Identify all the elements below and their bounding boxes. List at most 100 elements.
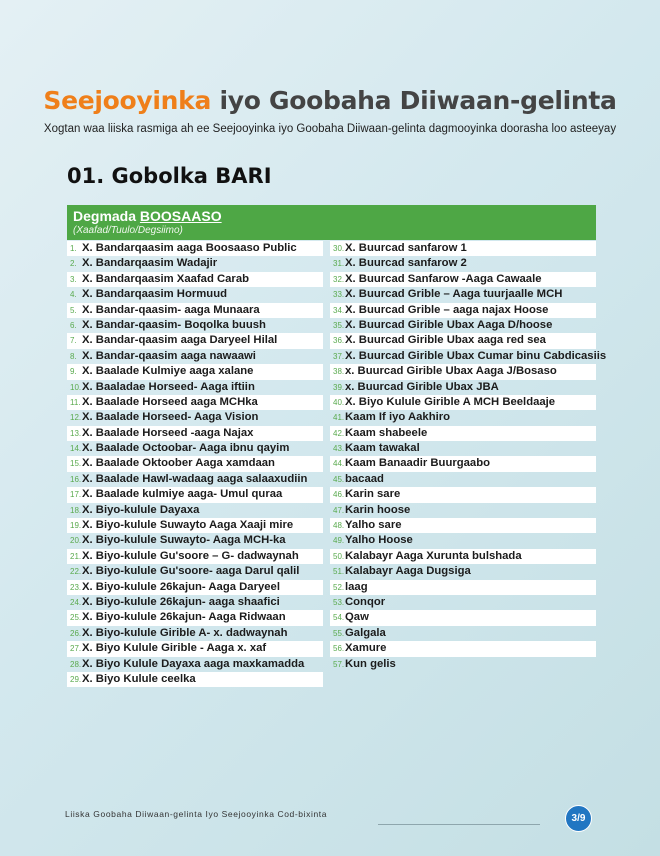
item-label: X. Biyo-kulule Dayaxa (82, 503, 200, 516)
item-label: X. Buurcad Sanfarow -Aaga Cawaale (345, 272, 542, 285)
item-label: X. Buurcad Grible – aaga najax Hoose (345, 303, 549, 316)
item-label: X. Bandarqaasim Wadajir (82, 257, 218, 270)
item-number: 57. (333, 659, 345, 669)
list-item: 4. X. Bandarqaasim Hormuud (67, 287, 323, 302)
item-label: Xamure (345, 642, 387, 655)
list-item: 57.Kun gelis (330, 657, 596, 672)
footer-divider (378, 824, 540, 825)
page-title: Seejooyinka iyo Goobaha Diiwaan-gelinta (0, 86, 660, 115)
list-item: 56.Xamure (330, 641, 596, 657)
district-heading: Degmada BOOSAASO (73, 208, 590, 224)
title-accent: Seejooyinka (43, 86, 212, 115)
item-label: X. Bandarqaasim Xaafad Carab (82, 272, 250, 285)
item-label: laag (345, 580, 368, 593)
item-number: 19. (70, 521, 82, 531)
table-subheading: (Xaafad/Tuulo/Degsiimo) (73, 225, 183, 236)
item-label: X. Biyo-kulule 26kajun- aaga shaafici (82, 595, 280, 608)
item-label: Kalabayr Aaga Xurunta bulshada (345, 549, 522, 562)
list-item: 7. X. Bandar-qaasim aaga Daryeel Hilal (67, 333, 323, 349)
item-label: X. Biyo-kulule 26kajun- Aaga Ridwaan (82, 611, 286, 624)
item-number: 48. (333, 521, 345, 531)
list-item: 24.X. Biyo-kulule 26kajun- aaga shaafici (67, 595, 323, 610)
item-number: 43. (333, 444, 345, 454)
item-number: 16. (70, 474, 82, 484)
item-label: X. Biyo-kulule Suwayto Aaga Xaaji mire (82, 519, 294, 532)
item-number: 37. (333, 351, 345, 361)
list-item: 16.X. Baalade Hawl-wadaag aaga salaaxudi… (67, 472, 323, 487)
list-item: 39.x. Buurcad Girible Ubax JBA (330, 380, 596, 395)
list-item: 17.X. Baalade kulmiye aaga- Umul quraa (67, 487, 323, 503)
list-item: 2. X. Bandarqaasim Wadajir (67, 256, 323, 271)
item-number: 7. (70, 336, 77, 346)
item-number: 49. (333, 536, 345, 546)
list-item: 35.X. Buurcad Girible Ubax Aaga D/hoose (330, 318, 596, 333)
item-number: 28. (70, 659, 82, 669)
item-label: X. Baalade Hawl-wadaag aaga salaaxudiin (82, 472, 308, 485)
item-number: 56. (333, 644, 345, 654)
item-number: 47. (333, 505, 345, 515)
page-number-badge: 3/9 (565, 805, 592, 832)
item-label: X. Bandar-qaasim aaga Daryeel Hilal (82, 334, 278, 347)
item-label: Kaam shabeele (345, 426, 428, 439)
item-number: 32. (333, 274, 345, 284)
list-item: 9. X. Baalade Kulmiye aaga xalane (67, 364, 323, 380)
item-label: X. Bandar-qaasim aaga nawaawi (82, 349, 256, 362)
item-number: 30. (333, 244, 345, 253)
item-label: Karin sare (345, 488, 401, 501)
item-number: 52. (333, 582, 345, 592)
list-item: 47.Karin hoose (330, 503, 596, 518)
item-label: X. Baalade Octoobar- Aaga ibnu qayim (82, 442, 290, 455)
list-item: 5. X. Bandar-qaasim- aaga Munaara (67, 302, 323, 318)
list-item: 44.Kaam Banaadir Buurgaabo (330, 456, 596, 472)
item-label: X. Baalade Oktoober Aaga xamdaan (82, 457, 275, 470)
list-item: 14.X. Baalade Octoobar- Aaga ibnu qayim (67, 441, 323, 456)
list-item: 55.Galgala (330, 626, 596, 641)
item-label: X. Biyo-kulule Gu'soore – G- dadwaynah (82, 549, 299, 562)
item-label: X. Baalade Kulmiye aaga xalane (82, 365, 254, 378)
item-label: X. Bandar-qaasim- Boqolka buush (82, 318, 266, 331)
item-label: X. Buurcad Girible Ubax Cumar binu Cabdi… (345, 349, 607, 362)
item-number: 50. (333, 551, 345, 561)
item-label: Kaam If iyo Aakhiro (345, 411, 451, 424)
item-label: X. Baalade kulmiye aaga- Umul quraa (82, 488, 283, 501)
list-item: 36.X. Buurcad Girible Ubax aaga red sea (330, 333, 596, 349)
item-label: Kalabayr Aaga Dugsiga (345, 565, 471, 578)
left-column-list: 1. X. Bandarqaasim aaga Boosaaso Public 2.… (67, 241, 323, 688)
item-label: Qaw (345, 611, 369, 624)
item-number: 36. (333, 336, 345, 346)
item-number: 9. (70, 367, 77, 377)
item-label: X. Baalade Horseed- Aaga Vision (82, 411, 259, 424)
item-label: Galgala (345, 626, 386, 639)
item-label: X. Biyo-kulule Giribl​e A- x. dadwaynah (82, 626, 288, 639)
item-number: 35. (333, 320, 345, 330)
item-number: 26. (70, 628, 82, 638)
list-item: 38.x. Buurcad Girible Ubax Aaga J/Bosaso (330, 364, 596, 380)
item-label: X. Baalade Horseed aaga MCHka (82, 395, 258, 408)
region-heading: 01. Gobolka BARI (67, 164, 272, 188)
item-label: X. Bandar-qaasim- aaga Munaara (82, 303, 260, 316)
list-item: 27.X. Biyo Kulule Girible - Aaga x. xaf (67, 641, 323, 657)
item-number: 54. (333, 613, 345, 623)
item-number: 24. (70, 597, 82, 607)
list-item: 29.X. Biyo Kulule ceelka (67, 671, 323, 688)
item-number: 20. (70, 536, 82, 546)
list-item: 52.laag (330, 579, 596, 595)
list-item: 32.X. Buurcad Sanfarow -Aaga Cawaale (330, 271, 596, 288)
list-item: 3. X. Bandarqaasim Xaafad Carab (67, 271, 323, 288)
list-item: 49.Yalho Hoose (330, 533, 596, 548)
item-label: X. Buurcad Girible Ubax Aaga D/hoose (345, 318, 553, 331)
item-number: 39. (333, 382, 345, 392)
item-number: 2. (70, 259, 77, 269)
item-label: Yalho Hoose (345, 534, 413, 547)
item-number: 18. (70, 505, 82, 515)
list-item: 42.Kaam shabeele (330, 425, 596, 442)
item-number: 45. (333, 474, 345, 484)
list-item: 28.X. Biyo Kulule Dayaxa aaga maxkamadda (67, 657, 323, 672)
list-item: 8. X. Bandar-qaasim aaga nawaawi (67, 349, 323, 364)
item-label: x. Buurcad Girible Ubax Aaga J/Bosaso (345, 365, 557, 378)
list-item: 11.X. Baalade Horseed aaga MCHka (67, 394, 323, 411)
item-label: Yalho sare (345, 519, 402, 532)
item-number: 15. (70, 459, 82, 469)
item-label: Kaam Banaadir Buurgaabo (345, 457, 491, 470)
item-number: 1. (70, 244, 77, 253)
